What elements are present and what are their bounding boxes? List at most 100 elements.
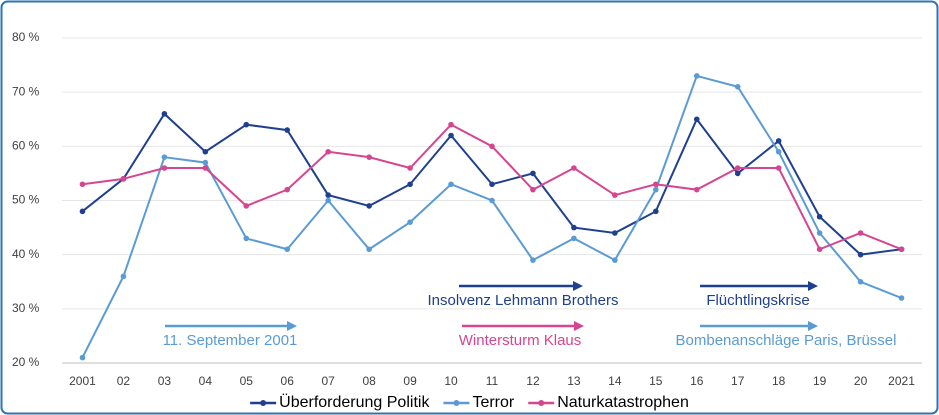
data-point	[120, 176, 127, 182]
y-tick-label: 20 %	[12, 355, 40, 369]
legend-marker	[538, 400, 545, 406]
x-tick-label: 16	[690, 374, 704, 388]
data-point	[407, 181, 413, 188]
x-tick-label: 13	[567, 374, 581, 388]
x-tick-label: 08	[362, 374, 376, 388]
data-point	[489, 197, 495, 204]
data-point	[530, 257, 536, 263]
annotation: Wintersturm Klaus	[459, 332, 582, 349]
data-point	[79, 208, 86, 215]
data-point	[120, 273, 127, 280]
x-tick-label: 06	[281, 374, 295, 388]
y-tick-label: 80 %	[12, 30, 40, 44]
legend-marker	[453, 400, 460, 406]
data-point	[325, 192, 331, 198]
annotation-arrowhead	[573, 281, 583, 291]
data-point	[775, 148, 782, 155]
data-point	[734, 165, 741, 171]
y-tick-label: 50 %	[12, 193, 40, 207]
data-point	[284, 127, 291, 133]
x-tick-label: 05	[240, 374, 254, 388]
x-tick-label: 19	[813, 374, 827, 388]
data-point	[612, 230, 618, 236]
data-point	[407, 219, 413, 225]
data-point	[161, 111, 168, 117]
data-point	[898, 295, 905, 301]
data-point	[816, 246, 823, 253]
legend-marker	[260, 400, 267, 406]
data-point	[202, 159, 209, 166]
data-point	[161, 165, 168, 171]
data-point	[653, 208, 659, 215]
data-point	[366, 203, 372, 209]
data-point	[734, 83, 741, 90]
data-point	[530, 170, 536, 177]
data-point	[857, 278, 864, 285]
x-tick-label: 07	[322, 374, 336, 388]
x-tick-label: 09	[403, 374, 417, 388]
data-point	[284, 246, 291, 253]
data-point	[571, 224, 577, 231]
legend-label: Naturkatastrophen	[557, 394, 689, 411]
x-tick-label: 14	[608, 374, 622, 388]
x-tick-label: 10	[444, 374, 458, 388]
annotation-arrowhead	[287, 321, 297, 331]
data-point	[448, 132, 454, 139]
data-point	[325, 197, 331, 204]
data-point	[366, 246, 372, 253]
legend-label: Überforderung Politik	[279, 393, 430, 411]
legend-label: Terror	[472, 394, 514, 411]
y-tick-label: 70 %	[12, 84, 40, 98]
data-point	[161, 154, 168, 160]
data-point	[448, 121, 454, 128]
x-tick-label: 03	[158, 374, 172, 388]
data-point	[79, 181, 86, 188]
data-point	[243, 203, 250, 209]
data-point	[448, 181, 454, 188]
data-point	[775, 138, 782, 144]
data-point	[571, 235, 577, 242]
x-tick-label: 20	[854, 374, 868, 388]
data-point	[693, 73, 700, 79]
x-tick-label: 12	[526, 374, 540, 388]
annotation-arrowhead	[574, 321, 584, 331]
annotation: 11. September 2001	[163, 332, 298, 349]
y-tick-label: 40 %	[12, 247, 40, 261]
data-point	[530, 186, 536, 193]
x-tick-label: 2001	[69, 374, 96, 388]
annotation-arrowhead	[808, 281, 818, 291]
data-point	[79, 354, 86, 361]
data-point	[407, 165, 413, 171]
data-point	[693, 116, 700, 123]
data-point	[775, 165, 782, 171]
x-tick-label: 2021	[888, 374, 915, 388]
y-tick-label: 30 %	[12, 301, 40, 315]
x-tick-label: 17	[731, 374, 745, 388]
data-point	[202, 148, 209, 155]
data-point	[325, 148, 331, 155]
y-tick-label: 60 %	[12, 139, 40, 153]
annotation: Bombenanschläge Paris, Brüssel	[676, 332, 897, 349]
x-tick-label: 02	[117, 374, 131, 388]
x-tick-label: 15	[649, 374, 663, 388]
data-point	[612, 192, 618, 198]
data-point	[243, 121, 250, 128]
data-point	[243, 235, 250, 242]
data-point	[857, 230, 864, 236]
x-tick-label: 18	[772, 374, 786, 388]
data-point	[653, 181, 659, 188]
data-point	[898, 246, 905, 253]
x-tick-label: 11	[486, 374, 499, 388]
series-line	[81, 74, 902, 359]
data-point	[489, 181, 495, 188]
annotation-arrowhead	[808, 321, 818, 331]
data-point	[857, 251, 864, 258]
annotation: Flüchtlingskrise	[706, 292, 809, 309]
data-point	[653, 186, 659, 193]
data-point	[693, 186, 700, 193]
annotation: Insolvenz Lehmann Brothers	[428, 292, 619, 309]
data-point	[284, 186, 291, 193]
data-point	[571, 165, 577, 171]
